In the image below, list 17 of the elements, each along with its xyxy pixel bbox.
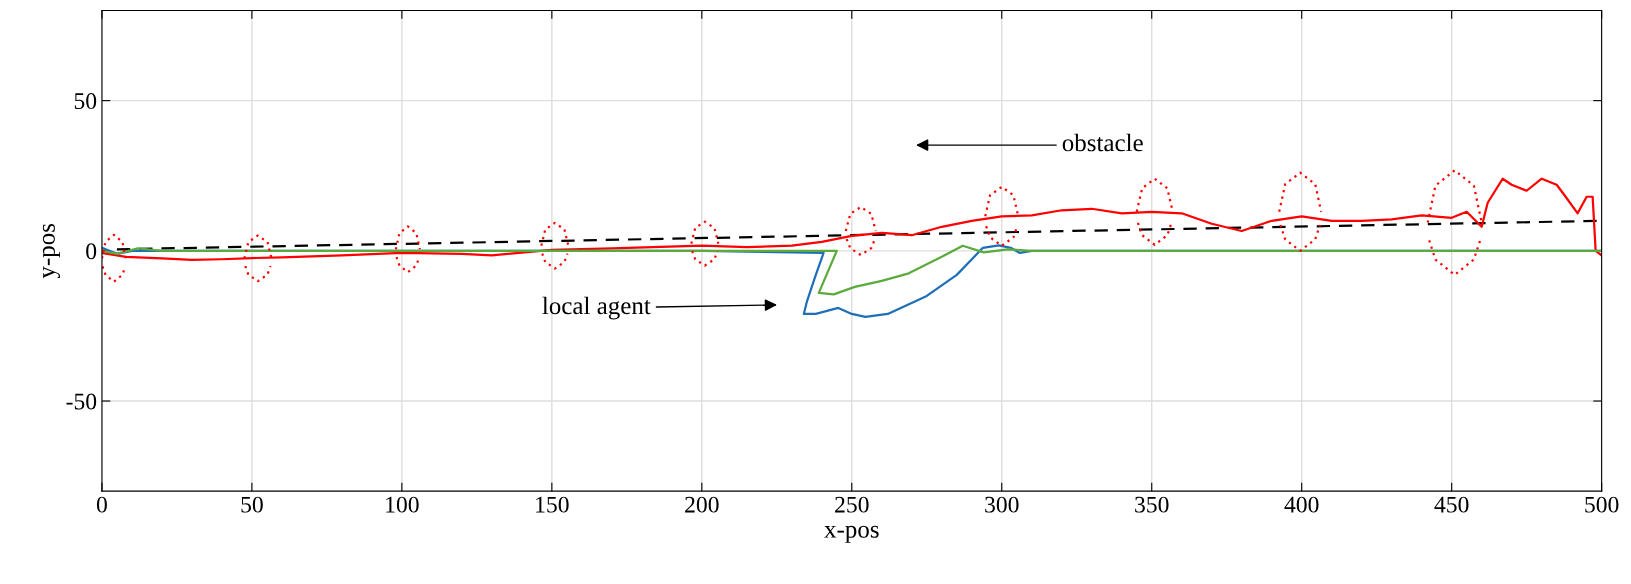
- y-tick-label: 50: [74, 93, 97, 110]
- y-tick-label: -50: [66, 393, 97, 410]
- x-tick-label: 200: [685, 496, 719, 513]
- annotation: obstacle: [1062, 133, 1143, 152]
- x-tick-label: 300: [985, 496, 1019, 513]
- x-tick-label: 400: [1284, 496, 1319, 513]
- x-tick-label: 500: [1585, 496, 1619, 513]
- x-tick-label: 250: [835, 496, 869, 513]
- x-tick-label: 450: [1434, 496, 1469, 513]
- x-axis-title: x-pos: [824, 525, 879, 543]
- y-tick-label: 0: [86, 243, 97, 260]
- annotation: local agent: [542, 296, 651, 320]
- x-tick-label: 150: [536, 496, 569, 513]
- x-tick-label: 350: [1135, 496, 1169, 513]
- x-tick-label: 50: [241, 496, 263, 513]
- x-tick-label: 100: [386, 496, 419, 513]
- y-axis-title: y-pos: [42, 223, 61, 279]
